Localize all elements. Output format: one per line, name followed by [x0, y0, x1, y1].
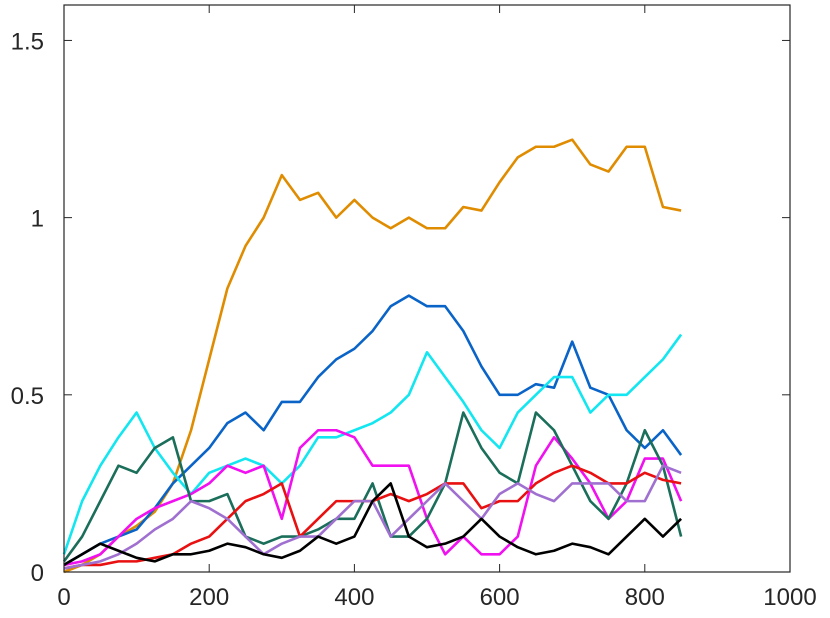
- series-line: [62, 411, 683, 563]
- x-tick-label: 800: [625, 584, 665, 611]
- x-tick-label: 600: [480, 584, 520, 611]
- series-line: [63, 482, 683, 567]
- y-tick-label: 1: [31, 206, 44, 233]
- x-tick-label: 200: [189, 584, 229, 611]
- y-tick-label: 0.5: [11, 383, 44, 410]
- x-tick-label: 1000: [763, 584, 816, 611]
- x-tick-label: 400: [334, 584, 374, 611]
- series-line: [62, 333, 683, 555]
- x-tick-label: 0: [57, 584, 70, 611]
- y-tick-label: 1.5: [11, 28, 44, 55]
- series-line: [63, 294, 683, 567]
- plot-frame: [63, 4, 791, 573]
- y-tick-label: 0: [31, 560, 44, 587]
